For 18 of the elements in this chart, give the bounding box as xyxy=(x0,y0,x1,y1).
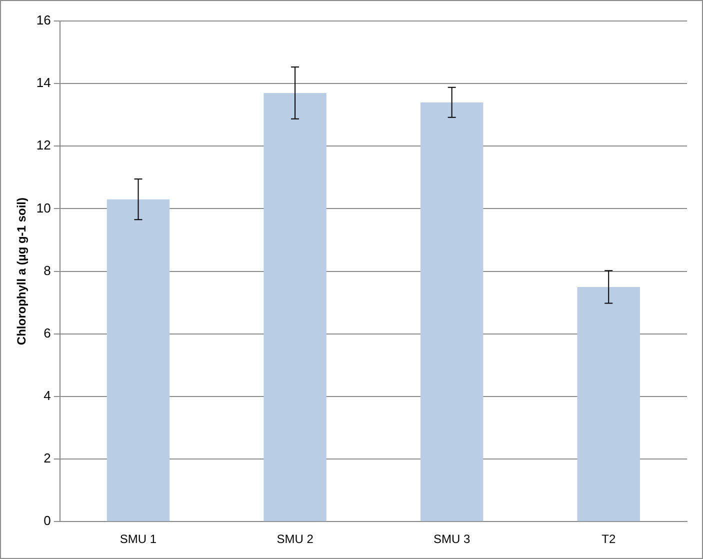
y-tick-label: 0 xyxy=(44,513,51,528)
y-tick-label: 10 xyxy=(36,200,51,216)
bar xyxy=(577,286,640,522)
y-tick-label: 6 xyxy=(44,325,51,340)
x-tick-label: SMU 1 xyxy=(120,532,157,546)
bar xyxy=(420,102,484,522)
x-tick-label: SMU 3 xyxy=(433,532,470,546)
bar xyxy=(106,199,170,522)
y-tick-label: 12 xyxy=(36,138,51,153)
y-tick-label: 8 xyxy=(44,262,51,278)
x-tick-label: SMU 2 xyxy=(276,532,314,546)
x-tick-label: T2 xyxy=(602,532,616,546)
bar xyxy=(264,92,326,522)
y-tick-label: 16 xyxy=(36,12,51,28)
y-tick-label: 14 xyxy=(36,75,51,90)
y-tick-label: 4 xyxy=(44,388,51,404)
y-tick-label: 2 xyxy=(44,450,51,466)
y-axis-title: Chlorophyll a (µg g-1 soil) xyxy=(14,198,29,346)
